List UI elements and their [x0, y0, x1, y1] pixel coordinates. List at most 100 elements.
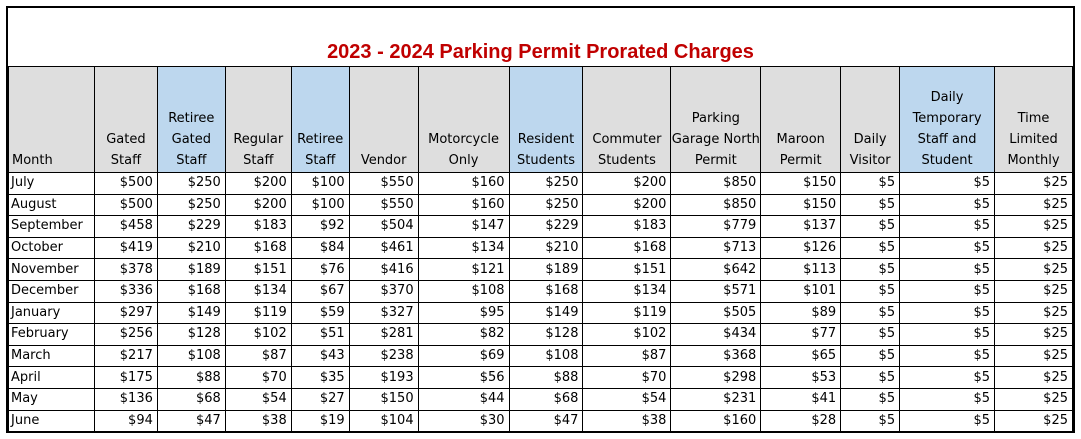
column-header: Commuter Students [582, 66, 672, 173]
charge-cell: $95 [417, 301, 510, 325]
charge-cell: $571 [670, 279, 762, 303]
charge-cell: $25 [994, 344, 1073, 368]
charge-cell: $5 [840, 215, 901, 238]
charge-cell: $298 [670, 366, 762, 389]
charge-cell: $250 [156, 172, 226, 195]
charge-cell: $5 [899, 236, 995, 260]
month-cell: April [8, 366, 95, 389]
month-cell: June [8, 409, 95, 433]
header-row: Month Gated Staff Retiree Gated Staff Regul… [8, 66, 1073, 173]
charge-cell: $149 [156, 301, 226, 325]
month-cell: January [8, 301, 95, 325]
column-header: Daily Temporary Staff and Student [899, 66, 995, 173]
charge-cell: $504 [348, 215, 419, 238]
table-row: June $94 $47 $38 $19 $104 $30 $47 $38 $160 $28 $5 $5… [8, 409, 1073, 433]
charge-cell: $104 [348, 409, 419, 433]
table-row: March $217 $108 $87 $43 $238 $69 $108 $87 $368 $65… [8, 344, 1073, 368]
table-row: May $136 $68 $54 $27 $150 $44 $68 $54 $231 $41 $5 $5… [8, 387, 1073, 411]
charge-cell: $5 [899, 215, 995, 238]
charge-cell: $5 [840, 301, 901, 325]
charge-cell: $70 [582, 366, 672, 389]
charge-cell: $368 [670, 344, 762, 368]
prorated-charges-table: Month Gated Staff Retiree Gated Staff Regul… [8, 66, 1073, 433]
charge-cell: $458 [93, 215, 158, 238]
charge-cell: $193 [348, 366, 419, 389]
charge-cell: $54 [224, 387, 292, 411]
table-row: April $175 $88 $70 $35 $193 $56 $88 $70 $298 $53 $5… [8, 366, 1073, 389]
charge-cell: $47 [156, 409, 226, 433]
charge-cell: $434 [670, 323, 762, 346]
charge-cell: $25 [994, 409, 1073, 433]
month-cell: October [8, 236, 95, 260]
charge-cell: $67 [290, 279, 350, 303]
charge-cell: $5 [840, 344, 901, 368]
charge-cell: $25 [994, 172, 1073, 195]
charge-cell: $38 [224, 409, 292, 433]
charge-cell: $200 [224, 193, 292, 217]
charge-cell: $175 [93, 366, 158, 389]
charge-cell: $102 [582, 323, 672, 346]
charge-cell: $69 [417, 344, 510, 368]
charge-cell: $183 [582, 215, 672, 238]
charge-cell: $5 [899, 409, 995, 433]
charge-cell: $119 [224, 301, 292, 325]
charge-cell: $5 [899, 344, 995, 368]
column-header: Parking Garage North Permit [670, 66, 762, 173]
column-header: Month [8, 66, 95, 173]
charge-cell: $25 [994, 301, 1073, 325]
charge-cell: $416 [348, 258, 419, 281]
month-cell: December [8, 279, 95, 303]
charge-cell: $779 [670, 215, 762, 238]
charge-cell: $5 [840, 172, 901, 195]
charge-cell: $5 [840, 193, 901, 217]
charge-cell: $5 [840, 387, 901, 411]
charge-cell: $108 [508, 344, 584, 368]
charge-cell: $850 [670, 193, 762, 217]
charge-cell: $25 [994, 215, 1073, 238]
charge-cell: $378 [93, 258, 158, 281]
month-cell: February [8, 323, 95, 346]
column-header: Retiree Staff [290, 66, 350, 173]
charge-cell: $5 [899, 258, 995, 281]
table-row: December $336 $168 $134 $67 $370 $108 $168 $134 $… [8, 279, 1073, 303]
charge-cell: $82 [417, 323, 510, 346]
charge-cell: $183 [224, 215, 292, 238]
charge-cell: $336 [93, 279, 158, 303]
column-header: Daily Visitor [840, 66, 901, 173]
column-header: Regular Staff [224, 66, 292, 173]
charge-cell: $200 [582, 172, 672, 195]
charge-cell: $84 [290, 236, 350, 260]
charge-cell: $126 [760, 236, 842, 260]
charge-cell: $113 [760, 258, 842, 281]
column-header: Maroon Permit [760, 66, 842, 173]
charge-cell: $150 [760, 193, 842, 217]
charge-cell: $151 [582, 258, 672, 281]
table-row: November $378 $189 $151 $76 $416 $121 $189 $151 $… [8, 258, 1073, 281]
month-cell: September [8, 215, 95, 238]
month-cell: March [8, 344, 95, 368]
charge-cell: $256 [93, 323, 158, 346]
charge-cell: $642 [670, 258, 762, 281]
charge-cell: $25 [994, 279, 1073, 303]
charge-cell: $850 [670, 172, 762, 195]
charge-cell: $134 [224, 279, 292, 303]
month-cell: July [8, 172, 95, 195]
charge-cell: $134 [582, 279, 672, 303]
charge-cell: $25 [994, 323, 1073, 346]
charge-cell: $108 [156, 344, 226, 368]
charge-cell: $89 [760, 301, 842, 325]
charge-cell: $149 [508, 301, 584, 325]
charge-cell: $231 [670, 387, 762, 411]
charge-cell: $5 [899, 323, 995, 346]
charge-cell: $210 [508, 236, 584, 260]
charge-cell: $5 [840, 236, 901, 260]
charge-cell: $5 [899, 387, 995, 411]
charge-cell: $150 [348, 387, 419, 411]
charge-cell: $43 [290, 344, 350, 368]
charge-cell: $137 [760, 215, 842, 238]
charge-cell: $25 [994, 387, 1073, 411]
spreadsheet-sheet: 2023 - 2024 Parking Permit Prorated Char… [6, 6, 1075, 433]
charge-cell: $5 [899, 366, 995, 389]
charge-cell: $5 [840, 409, 901, 433]
charge-cell: $550 [348, 172, 419, 195]
